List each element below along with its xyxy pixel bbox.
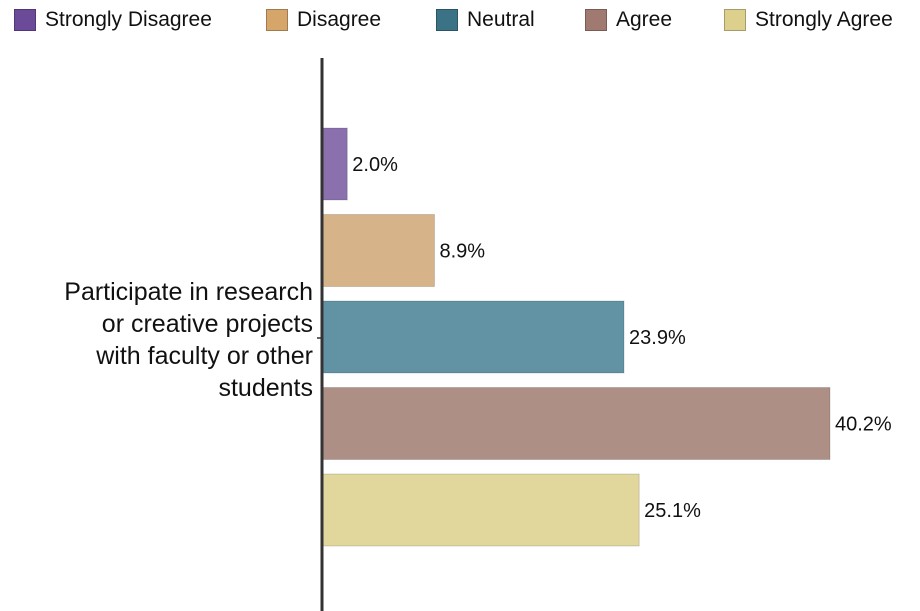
legend-swatch-strongly-disagree: [14, 9, 36, 31]
category-label: Participate in research or creative proj…: [10, 276, 313, 404]
bar-agree: [321, 387, 831, 460]
data-label: 40.2%: [835, 414, 892, 436]
legend-label: Neutral: [467, 8, 535, 31]
legend-item-agree: Agree: [585, 8, 672, 32]
legend-item-disagree: Disagree: [266, 8, 381, 32]
bar-neutral: [321, 300, 625, 374]
data-label: 23.9%: [629, 327, 686, 349]
legend-item-strongly-agree: Strongly Agree: [724, 8, 893, 32]
legend-label: Agree: [616, 8, 673, 31]
legend-item-neutral: Neutral: [436, 8, 535, 32]
bar-disagree: [321, 214, 435, 287]
data-label: 8.9%: [439, 241, 485, 263]
legend-label: Disagree: [297, 8, 382, 31]
bar-strongly-agree: [321, 473, 640, 547]
bar-strongly-disagree: [321, 127, 348, 201]
legend-item-strongly-disagree: Strongly Disagree: [14, 8, 212, 32]
legend-swatch-disagree: [266, 9, 288, 31]
category-label-line: students: [218, 374, 313, 402]
legend-label: Strongly Disagree: [45, 8, 212, 31]
legend-swatch-neutral: [436, 9, 458, 31]
data-label: 25.1%: [644, 500, 701, 522]
category-label-line: with faculty or other: [96, 342, 313, 370]
legend-label: Strongly Agree: [755, 8, 893, 31]
legend-swatch-agree: [585, 9, 607, 31]
category-label-line: Participate in research: [64, 278, 313, 306]
data-label: 2.0%: [352, 154, 398, 176]
category-label-line: or creative projects: [101, 310, 313, 338]
legend: Strongly Disagree Disagree Neutral Agree…: [0, 0, 920, 40]
legend-swatch-strongly-agree: [724, 9, 746, 31]
